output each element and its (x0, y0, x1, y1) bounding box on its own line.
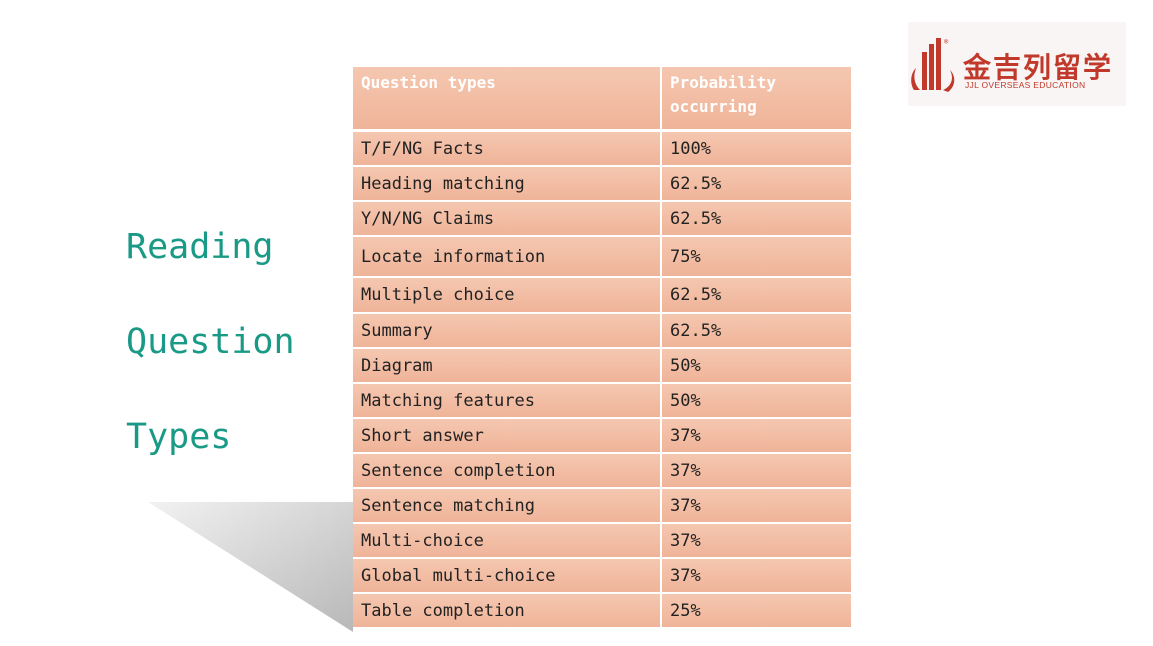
table-row: Summary 62.5% (353, 314, 853, 349)
cell-question-type: Multiple choice (353, 278, 662, 314)
header-question-types: Question types (353, 67, 662, 132)
table-row: Heading matching 62.5% (353, 167, 853, 202)
cell-probability: 75% (662, 237, 853, 278)
table-header-row: Question types Probability occurring (353, 67, 853, 132)
table-row: Table completion 25% (353, 594, 853, 629)
cell-probability: 25% (662, 594, 853, 629)
cell-probability: 37% (662, 454, 853, 489)
cell-question-type: Sentence matching (353, 489, 662, 524)
table-row: Short answer 37% (353, 419, 853, 454)
cell-probability: 37% (662, 559, 853, 594)
cell-question-type: Y/N/NG Claims (353, 202, 662, 237)
table-row: T/F/NG Facts 100% (353, 132, 853, 167)
cell-question-type: T/F/NG Facts (353, 132, 662, 167)
cell-question-type: Heading matching (353, 167, 662, 202)
cell-question-type: Diagram (353, 349, 662, 384)
slide-title: Reading Question Types (126, 200, 295, 485)
logo-english-name: JJL OVERSEAS EDUCATION (965, 80, 1086, 90)
cell-probability: 50% (662, 349, 853, 384)
table-row: Sentence matching 37% (353, 489, 853, 524)
cell-probability: 62.5% (662, 314, 853, 349)
table-row: Global multi-choice 37% (353, 559, 853, 594)
cell-probability: 37% (662, 419, 853, 454)
cell-probability: 37% (662, 524, 853, 559)
cell-probability: 37% (662, 489, 853, 524)
logo-chinese-name: 金吉列留学 (963, 51, 1114, 84)
cell-question-type: Short answer (353, 419, 662, 454)
cell-probability: 62.5% (662, 202, 853, 237)
table-row: Multiple choice 62.5% (353, 278, 853, 314)
cell-probability: 100% (662, 132, 853, 167)
table-row: Multi-choice 37% (353, 524, 853, 559)
cell-question-type: Global multi-choice (353, 559, 662, 594)
company-logo: ® 金吉列留学 JJL OVERSEAS EDUCATION (908, 22, 1126, 106)
table-row: Y/N/NG Claims 62.5% (353, 202, 853, 237)
cell-question-type: Table completion (353, 594, 662, 629)
cell-probability: 62.5% (662, 278, 853, 314)
title-line-reading: Reading (126, 227, 274, 267)
title-line-types: Types (126, 417, 232, 457)
cell-probability: 62.5% (662, 167, 853, 202)
cell-probability: 50% (662, 384, 853, 419)
registered-mark: ® (944, 38, 949, 46)
table-row: Locate information 75% (353, 237, 853, 278)
building-logo-icon: ® (911, 38, 955, 92)
cell-question-type: Multi-choice (353, 524, 662, 559)
cell-question-type: Matching features (353, 384, 662, 419)
question-types-table: Question types Probability occurring T/F… (353, 67, 853, 629)
header-probability: Probability occurring (662, 67, 853, 132)
table-row: Matching features 50% (353, 384, 853, 419)
cell-question-type: Locate information (353, 237, 662, 278)
table-row: Sentence completion 37% (353, 454, 853, 489)
title-line-question: Question (126, 322, 295, 362)
table-row: Diagram 50% (353, 349, 853, 384)
cell-question-type: Sentence completion (353, 454, 662, 489)
cell-question-type: Summary (353, 314, 662, 349)
